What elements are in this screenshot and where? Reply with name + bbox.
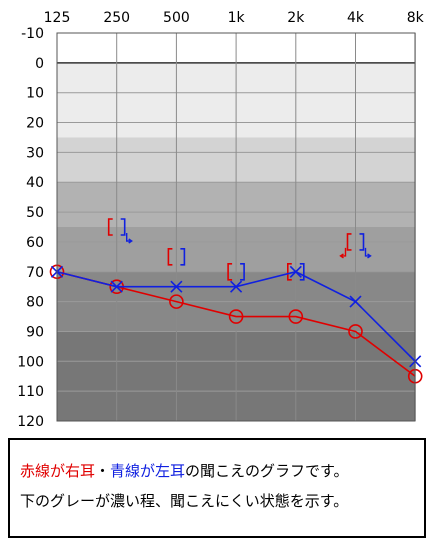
y-tick-label: -10 [21,26,44,42]
bone-left-arrow [126,233,131,242]
bone-right-marker [346,233,352,251]
bone-left-arrowhead [367,253,372,259]
x-tick-label: 500 [163,10,190,26]
x-tick-label: 4k [347,10,365,26]
x-tick-label: 125 [44,10,71,26]
caption-box: 赤線が右耳・青線が左耳の聞こえのグラフです。 下のグレーが濃い程、聞こえにくい状… [8,438,426,538]
bone-left-marker [180,248,186,266]
left-ear-point [170,280,183,293]
audiogram-chart: 125 250 500 1k 2k 4k 8k -10 0 10 20 30 40 50 60 70 80 90… [17,10,425,430]
bone-right-marker [167,248,173,266]
plot-frame [56,32,416,422]
left-ear-point [349,295,362,308]
y-tick-labels: -10 0 10 20 30 40 50 60 70 80 90 100 110 120 [17,26,44,430]
right-ear-point [348,324,363,339]
y-tick-label: 50 [26,205,44,221]
caption-line-2: 下のグレーが濃い程、聞こえにくい状態を示す。 [20,492,349,510]
x-tick-label: 250 [103,10,130,26]
bone-right-marker [227,262,233,281]
y-tick-label: 80 [26,295,44,311]
bone-left-arrowhead [128,238,133,244]
bone-left-arrow [364,247,370,257]
y-tick-label: 0 [35,56,44,72]
caption-right-ear-text: 赤線が右耳 [20,462,96,480]
left-ear-point [230,280,243,293]
bone-right-arrow [341,247,347,257]
caption-graph-text: の聞こえのグラフです。 [185,462,349,480]
caption-left-ear-text: 青線が左耳 [110,462,186,480]
y-tick-label: 60 [26,235,44,251]
y-tick-label: 110 [17,384,44,400]
series-lines [49,264,423,384]
bone-left-marker [240,262,245,281]
bone-right-marker [287,262,292,281]
bone-conduction-markers [107,218,372,281]
bone-left-marker [299,262,305,281]
caption-separator: ・ [95,462,111,480]
bone-left-marker [359,233,365,251]
y-tick-label: 70 [26,265,44,281]
bone-left-marker [120,218,126,236]
x-tick-label: 2k [287,10,305,26]
x-tick-labels: 125 250 500 1k 2k 4k 8k [44,10,425,26]
bone-right-marker [107,218,113,236]
y-tick-label: 30 [26,145,44,161]
right-ear-point [169,294,184,309]
x-tick-label: 8k [407,10,425,26]
y-tick-label: 120 [17,414,44,430]
right-ear-point [228,309,244,324]
y-tick-label: 100 [17,354,44,370]
right-ear-point [288,309,304,324]
bone-right-arrowhead [339,253,344,259]
left-ear-point [289,265,302,278]
y-tick-label: 40 [26,175,44,191]
left-ear-point [110,280,123,293]
caption-line-1: 赤線が右耳・青線が左耳の聞こえのグラフです。 [20,456,414,486]
y-tick-label: 10 [26,86,44,102]
y-tick-label: 20 [26,116,44,132]
y-tick-label: 90 [26,324,44,340]
x-tick-label: 1k [228,10,246,26]
